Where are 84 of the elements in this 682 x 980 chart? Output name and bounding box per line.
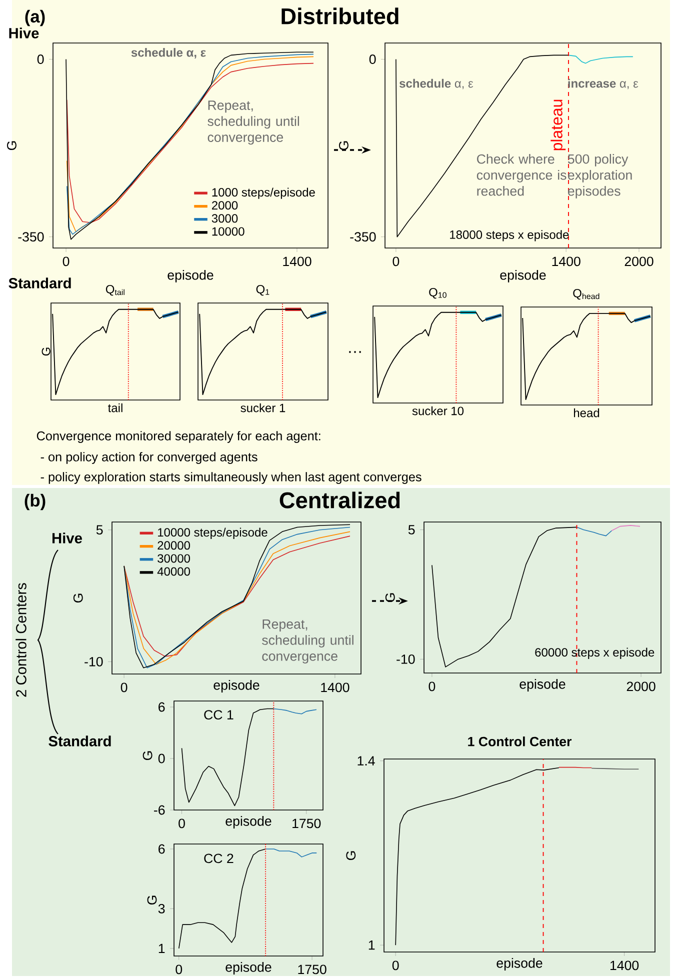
x-axis-title: episode bbox=[496, 958, 542, 970]
text: Standard bbox=[8, 278, 71, 288]
x-axis-title: episode bbox=[214, 680, 260, 692]
text: … bbox=[349, 351, 361, 353]
x-axis-title: episode bbox=[500, 270, 546, 282]
chart-title: Q$_{10}$ bbox=[429, 288, 446, 299]
text: CC 1 bbox=[204, 710, 234, 720]
y-tick-label: -10 bbox=[396, 654, 415, 664]
x-tick-label: 2000 bbox=[626, 682, 656, 692]
y-tick-label: 3 bbox=[158, 904, 165, 914]
y-axis-title: G bbox=[42, 348, 50, 356]
legend-label: 20000 bbox=[158, 541, 190, 550]
text: - policy exploration starts simultaneously when last agent converges bbox=[40, 472, 422, 484]
annotation: 60000 steps x episode bbox=[535, 648, 654, 659]
y-tick-label: 0 bbox=[158, 754, 165, 764]
annotation: 500 policy exploration episodes bbox=[568, 154, 632, 198]
x-tick-label: 1750 bbox=[292, 818, 321, 828]
x-tick-label: 1400 bbox=[552, 256, 580, 266]
x-axis-title: episode bbox=[520, 679, 566, 692]
annotation: 18000 steps x episode bbox=[450, 230, 569, 242]
x-tick-label: 0 bbox=[120, 682, 128, 692]
chart-title: Q$_{tail}$ bbox=[106, 284, 124, 296]
chart-title: 1 Control Center bbox=[468, 736, 572, 746]
x-tick-label: 1400 bbox=[321, 682, 350, 692]
text: - on policy action for converged agents bbox=[40, 452, 258, 464]
x-axis-title: episode bbox=[226, 962, 272, 974]
x-axis-title: head bbox=[574, 408, 600, 418]
x-axis-title: tail bbox=[108, 403, 122, 412]
x-tick-label: 0 bbox=[62, 256, 70, 266]
y-tick-label: 5 bbox=[408, 525, 415, 534]
y-axis-title: G bbox=[147, 896, 157, 905]
y-tick-label: -350 bbox=[350, 232, 376, 242]
annotation: increase α, ε bbox=[568, 78, 638, 90]
annotation: Check where convergence is reached bbox=[476, 154, 566, 196]
x-axis-title: episode bbox=[226, 816, 272, 828]
y-axis-title: G bbox=[7, 141, 16, 150]
y-axis-title: G bbox=[346, 851, 356, 860]
y-tick-label: 6 bbox=[158, 844, 165, 854]
text: Hive bbox=[52, 532, 82, 544]
y-tick-label: -10 bbox=[84, 656, 103, 666]
x-tick-label: 0 bbox=[176, 964, 182, 974]
y-axis-title: G bbox=[73, 594, 83, 603]
text: CC 2 bbox=[204, 854, 234, 864]
annotation: Repeat, scheduling until convergence bbox=[262, 620, 354, 664]
text: Standard bbox=[48, 736, 111, 746]
text: (a) bbox=[25, 10, 45, 26]
x-tick-label: 0 bbox=[428, 682, 436, 692]
y-tick-label: 0 bbox=[369, 54, 376, 64]
x-tick-label: 1400 bbox=[610, 960, 639, 970]
y-tick-label: 1 bbox=[368, 940, 375, 950]
annotation: Repeat, scheduling until convergence bbox=[208, 100, 299, 145]
x-tick-label: 2000 bbox=[624, 256, 654, 266]
y-tick-label: 1.4 bbox=[358, 756, 375, 766]
chart-title: Q$_{head}$ bbox=[573, 288, 600, 300]
y-tick-label: -6 bbox=[154, 805, 165, 815]
legend-label: 2000 bbox=[212, 201, 238, 210]
y-tick-label: 1 bbox=[158, 944, 165, 954]
legend-label: 30000 bbox=[158, 554, 190, 563]
x-tick-label: 0 bbox=[392, 256, 400, 266]
x-tick-label: 0 bbox=[392, 960, 399, 970]
legend-label: 40000 bbox=[157, 567, 190, 576]
legend-label: 1000 steps/episode bbox=[212, 188, 315, 199]
ref-line-label: plateau bbox=[550, 100, 566, 150]
y-axis-title: G bbox=[142, 751, 152, 760]
text: Hive bbox=[9, 28, 39, 38]
annotation: schedule α, ε bbox=[131, 48, 206, 59]
text: 2 Control Centers bbox=[16, 583, 26, 697]
x-tick-label: 1750 bbox=[298, 964, 326, 974]
text: (b) bbox=[24, 494, 46, 510]
legend-label: 3000 bbox=[212, 214, 238, 223]
chart-title: Q$_{1}$ bbox=[256, 284, 270, 296]
y-tick-label: -350 bbox=[18, 232, 44, 242]
y-tick-label: 6 bbox=[158, 702, 165, 712]
annotation: schedule α, ε bbox=[399, 78, 474, 90]
y-tick-label: 5 bbox=[96, 525, 103, 535]
text: Convergence monitored separately for each agent: bbox=[36, 431, 320, 443]
x-axis-title: sucker 10 bbox=[412, 406, 464, 416]
legend-label: 10000 steps/episode bbox=[158, 528, 268, 539]
x-tick-label: 1400 bbox=[283, 256, 312, 266]
text: Distributed bbox=[282, 8, 398, 24]
x-axis-title: sucker 1 bbox=[240, 403, 286, 412]
x-axis-title: episode bbox=[168, 270, 214, 282]
legend-label: 10000 bbox=[212, 227, 244, 236]
text: Centralized bbox=[280, 492, 400, 508]
